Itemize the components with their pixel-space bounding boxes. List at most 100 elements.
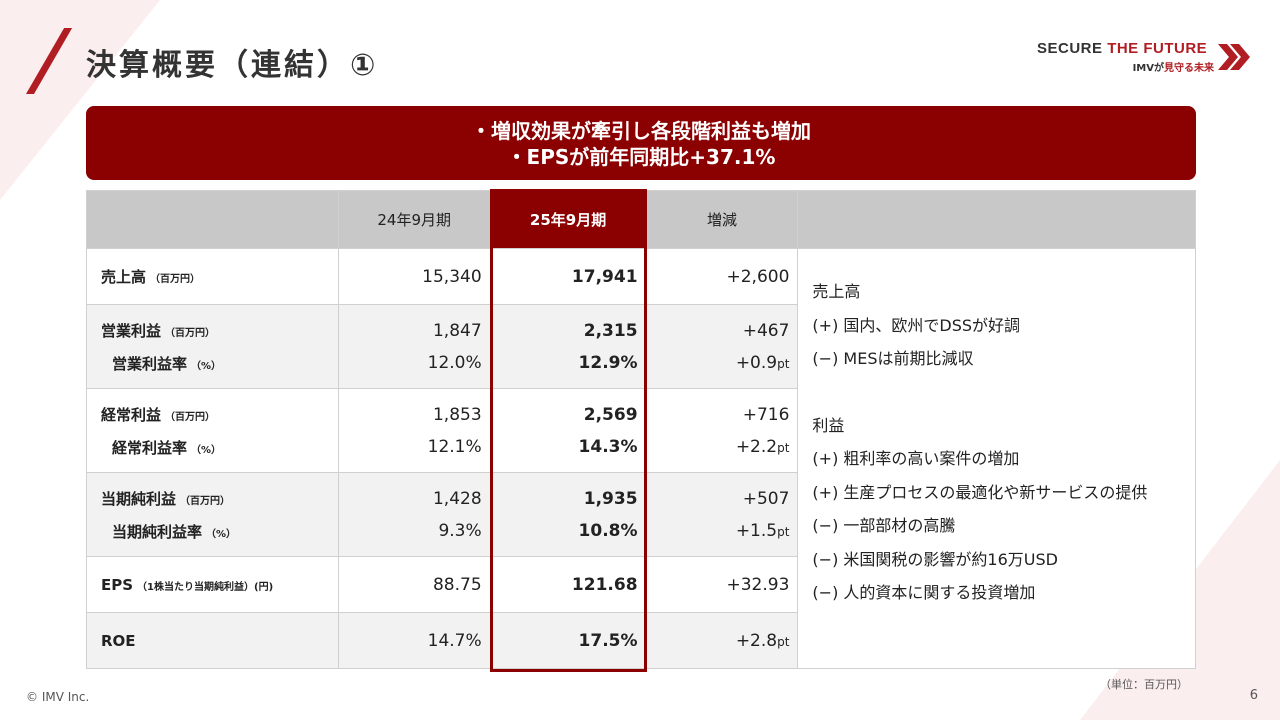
label-text: 経常利益 (101, 405, 162, 424)
sub-label-unit: （%） (191, 444, 222, 456)
row-label: EPS （1株当たり当期純利益）(円) (86, 556, 339, 613)
notes-profit-item: (−) 米国関税の影響が約16万USD (812, 549, 1058, 569)
brand-subtagline-part1: IMVが (1132, 63, 1164, 74)
row-label: 売上高 （百万円） (86, 248, 339, 305)
banner-line-2: ・EPSが前年同期比+37.1% (506, 145, 776, 169)
sub-label-unit: （%） (191, 360, 222, 372)
cell-current: 1,935 10.8% (489, 472, 647, 557)
double-chevron-right-icon (1218, 44, 1250, 70)
cell-change: +467 +0.9pt (645, 304, 799, 389)
sub-value-number: +0.9 (735, 352, 778, 373)
label-unit: （百万円） (165, 411, 216, 423)
row-label: 当期純利益 （百万円） 当期純利益率 （%） (86, 472, 339, 557)
sub-label: 経常利益率 （%） (101, 437, 338, 458)
cell-change: +716 +2.2pt (645, 388, 799, 473)
cell-current: 121.68 (489, 556, 647, 613)
header-notes (797, 190, 1196, 249)
brand-logo: SECURE THE FUTURE IMVが見守る未来 (1037, 40, 1252, 76)
sub-value: +0.9pt (647, 353, 790, 373)
sub-value: 12.0% (427, 352, 482, 373)
notes-profit-title: 利益 (812, 415, 845, 435)
brand-subtagline-part2: 見守る未来 (1164, 63, 1214, 74)
sub-label-text: 当期純利益率 (112, 522, 203, 541)
header-change: 増減 (645, 190, 799, 249)
label-unit: （百万円） (165, 327, 216, 339)
cell-change: +507 +1.5pt (645, 472, 799, 557)
value-number: +2.8 (735, 630, 778, 651)
value-unit: pt (777, 634, 790, 649)
row-label: ROE (86, 612, 339, 669)
cell-current: 17,941 (489, 248, 647, 305)
cell-prev: 14.7% (337, 612, 491, 669)
sub-value: 14.3% (578, 436, 638, 457)
notes-profit-item: (+) 生産プロセスの最適化や新サービスの提供 (812, 482, 1148, 502)
value: +507 (742, 488, 790, 509)
cell-prev: 1,428 9.3% (337, 472, 491, 557)
table-header-row: 24年9月期 25年9月期 増減 (86, 190, 1196, 249)
sub-value-number: +1.5 (735, 520, 778, 541)
table-row-net-income: 当期純利益 （百万円） 当期純利益率 （%） 1,428 9.3% 1,935 10.8… (86, 472, 1196, 557)
brand-tagline: SECURE THE FUTURE (1037, 40, 1207, 57)
page-number: 6 (1249, 688, 1258, 703)
header-prev-period: 24年9月期 (337, 190, 491, 249)
sub-label-text: 経常利益率 (112, 438, 188, 457)
label-text: 当期純利益 (101, 489, 177, 508)
sub-value: +1.5pt (647, 521, 790, 541)
table-row-ordinary-profit: 経常利益 （百万円） 経常利益率 （%） 1,853 12.1% 2,569 14.3%… (86, 388, 1196, 473)
notes-profit-item: (−) 一部部材の高騰 (812, 516, 956, 535)
cell-change: +32.93 (645, 556, 799, 613)
cell-change: +2,600 (645, 248, 799, 305)
sub-value: 12.9% (578, 352, 638, 373)
sub-label: 当期純利益率 （%） (101, 521, 338, 542)
value: 1,935 (583, 488, 638, 509)
notes-sales-item: (−) MESは前期比減収 (812, 349, 974, 368)
unit-note: （単位：百万円） (1100, 678, 1188, 691)
label-text: 営業利益 (101, 321, 162, 340)
notes-spacer (812, 376, 1195, 409)
highlight-banner: ・増収効果が牽引し各段階利益も増加 ・EPSが前年同期比+37.1% (86, 106, 1196, 180)
cell-prev: 1,853 12.1% (337, 388, 491, 473)
sub-value: 9.3% (438, 520, 482, 541)
brand-tagline-part2: THE FUTURE (1107, 40, 1208, 57)
cell-current: 2,315 12.9% (489, 304, 647, 389)
label-unit: （百万円） (150, 274, 201, 285)
brand-subtagline: IMVが見守る未来 (1133, 59, 1214, 74)
sub-value: 10.8% (578, 520, 638, 541)
cell-current: 17.5% (489, 612, 647, 669)
value: 2,315 (583, 320, 638, 341)
label-unit: （1株当たり当期純利益）(円) (137, 581, 274, 593)
header-empty (86, 190, 339, 249)
sub-label-unit: （%） (206, 528, 237, 540)
cell-prev: 88.75 (337, 556, 491, 613)
label-unit: （百万円） (180, 495, 231, 507)
label-text: ROE (101, 631, 136, 650)
table-row-operating-profit: 営業利益 （百万円） 営業利益率 （%） 1,847 12.0% 2,315 12.9%… (86, 304, 1196, 389)
notes-profit-item: (+) 粗利率の高い案件の増加 (812, 449, 1020, 468)
cell-prev: 1,847 12.0% (337, 304, 491, 389)
label-text: EPS (101, 575, 134, 594)
sub-label: 営業利益率 （%） (101, 353, 338, 374)
banner-line-1: ・増収効果が牽引し各段階利益も増加 (471, 119, 811, 143)
cell-current: 2,569 14.3% (489, 388, 647, 473)
value: +716 (742, 404, 790, 425)
sub-value: +2.2pt (647, 437, 790, 457)
cell-change: +2.8pt (645, 612, 799, 669)
cell-prev: 15,340 (337, 248, 491, 305)
value: 1,428 (432, 488, 482, 509)
commentary-cell: 売上高 (+) 国内、欧州でDSSが好調 (−) MESは前期比減収 利益 (+… (797, 248, 1196, 669)
table-row-roe: ROE 14.7% 17.5% +2.8pt (86, 612, 1196, 669)
financial-summary-table: 24年9月期 25年9月期 増減 売上高 （百万円） 15,340 17,941 … (86, 190, 1196, 669)
sub-value: 12.1% (427, 436, 482, 457)
brand-tagline-part1: SECURE (1037, 40, 1108, 57)
sub-value-unit: pt (777, 440, 790, 455)
sub-label-text: 営業利益率 (112, 354, 188, 373)
value: 1,853 (432, 404, 482, 425)
value: +467 (742, 320, 790, 341)
value: 1,847 (432, 320, 482, 341)
table-row-eps: EPS （1株当たり当期純利益）(円) 88.75 121.68 +32.93 (86, 556, 1196, 613)
copyright: © IMV Inc. (26, 690, 90, 704)
notes-profit-item: (−) 人的資本に関する投資増加 (812, 583, 1036, 602)
notes-sales-title: 売上高 (812, 282, 861, 301)
table-row-sales: 売上高 （百万円） 15,340 17,941 +2,600 売上高 (+) 国内… (86, 248, 1196, 669)
notes-sales-item: (+) 国内、欧州でDSSが好調 (812, 315, 1021, 335)
